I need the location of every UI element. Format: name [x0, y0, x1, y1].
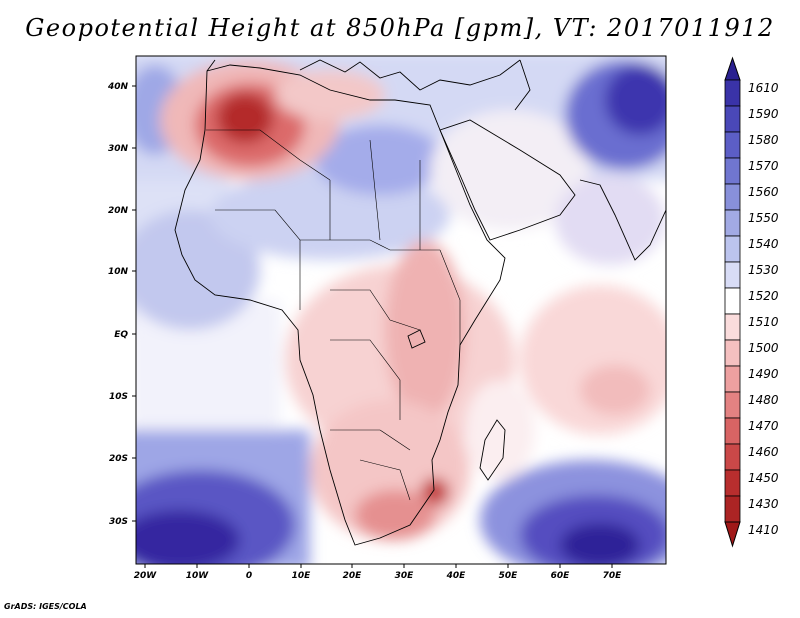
- colorbar-label-1480: 1480: [748, 393, 779, 407]
- colorbar-label-1560: 1560: [748, 185, 779, 199]
- colorbar-cell-6: [724, 209, 741, 237]
- lake-victoria: [407, 329, 426, 349]
- lon-label-60e: 60E: [551, 571, 571, 581]
- colorbar-label-1430: 1430: [748, 497, 779, 511]
- colorbar-bottom-arrow: [724, 521, 741, 548]
- colorbar-label-1470: 1470: [748, 419, 779, 433]
- cell-arabia-white: [430, 110, 590, 230]
- colorbar-label-1590: 1590: [748, 107, 779, 121]
- lat-label-eq: EQ: [114, 330, 128, 340]
- lon-label-20e: 20E: [343, 571, 363, 581]
- colorbar-label-1410: 1410: [748, 523, 779, 537]
- coastlines: [174, 59, 666, 546]
- lon-label-10e: 10E: [292, 571, 312, 581]
- lat-label-30n: 30N: [108, 144, 129, 154]
- colorbar-label-1510: 1510: [748, 315, 779, 329]
- cell-himalaya-2: [605, 65, 666, 135]
- grads-credit: GrADS: IGES/COLA: [4, 602, 87, 611]
- colorbar-cell-5: [724, 183, 741, 211]
- cell-south-indian-high-2: [560, 523, 640, 564]
- colorbar-cell-7: [724, 235, 741, 263]
- africa-coastline: [174, 64, 506, 546]
- lon-label-50e: 50E: [499, 571, 519, 581]
- cell-east-africa-pink: [385, 240, 465, 420]
- lat-label-10n: 10N: [108, 267, 129, 277]
- colorbar-top-arrow: [724, 56, 741, 81]
- cell-med-pink: [275, 70, 385, 120]
- europe-coastline: [206, 59, 521, 91]
- lon-label-40e: 40E: [446, 571, 467, 581]
- colorbar-cell-4: [724, 157, 741, 185]
- cell-tropical-atlantic: [136, 210, 260, 330]
- colorbar-label-1570: 1570: [748, 159, 779, 173]
- colorbar-cell-13: [724, 391, 741, 419]
- colorbar-label-1540: 1540: [748, 237, 779, 251]
- lat-label-20n: 20N: [108, 206, 129, 216]
- lon-label-70e: 70E: [603, 571, 623, 581]
- colorbar-label-1500: 1500: [748, 341, 779, 355]
- cell-libya-blue: [315, 125, 445, 195]
- lon-axis: [144, 564, 613, 568]
- colorbar-label-1550: 1550: [748, 211, 779, 225]
- lat-label-30s: 30S: [109, 517, 128, 527]
- arabia-coastline: [439, 119, 576, 241]
- madagascar-coastline: [479, 419, 506, 481]
- colorbar-cell-2: [724, 105, 741, 133]
- cell-indian-ocean-pink-2: [580, 365, 650, 415]
- caspian-coastline: [514, 59, 531, 111]
- india-coastline: [579, 179, 666, 261]
- lat-label-20s: 20S: [109, 454, 128, 464]
- plot-frame: [135, 55, 667, 565]
- colorbar-label-1520: 1520: [748, 289, 779, 303]
- colorbar-cell-9: [724, 287, 741, 315]
- lon-label-30e: 30E: [395, 571, 415, 581]
- colorbar-label-1530: 1530: [748, 263, 779, 277]
- colorbar-label-1460: 1460: [748, 445, 779, 459]
- colorbar-cell-14: [724, 417, 741, 445]
- political-borders: [206, 129, 461, 501]
- cell-south-africa-low: [355, 490, 435, 540]
- cell-india-light: [555, 175, 665, 265]
- colorbar: [724, 56, 741, 548]
- lat-label-40n: 40N: [107, 82, 129, 92]
- colorbar-cell-12: [724, 365, 741, 393]
- lon-label-10w: 10W: [186, 571, 210, 581]
- height-field: [136, 56, 666, 564]
- colorbar-cell-15: [724, 443, 741, 471]
- lat-label-10s: 10S: [109, 392, 128, 402]
- lat-axis: [132, 85, 136, 522]
- colorbar-cell-1: [724, 79, 741, 107]
- colorbar-label-1580: 1580: [748, 133, 779, 147]
- cell-madagascar-white: [465, 380, 535, 480]
- lon-label-0: 0: [246, 571, 252, 581]
- chart-title: Geopotential Height at 850hPa [gpm], VT:…: [25, 14, 775, 42]
- colorbar-label-1490: 1490: [748, 367, 779, 381]
- cell-south-atlantic-high-2: [136, 510, 240, 564]
- colorbar-cell-11: [724, 339, 741, 367]
- colorbar-label-1610: 1610: [748, 81, 779, 95]
- colorbar-cell-17: [724, 495, 741, 523]
- colorbar-cell-10: [724, 313, 741, 341]
- lon-label-20w: 20W: [134, 571, 158, 581]
- colorbar-cell-8: [724, 261, 741, 289]
- cell-atlas-red-2: [217, 93, 273, 143]
- colorbar-cell-16: [724, 469, 741, 497]
- colorbar-cell-3: [724, 131, 741, 159]
- colorbar-label-1450: 1450: [748, 471, 779, 485]
